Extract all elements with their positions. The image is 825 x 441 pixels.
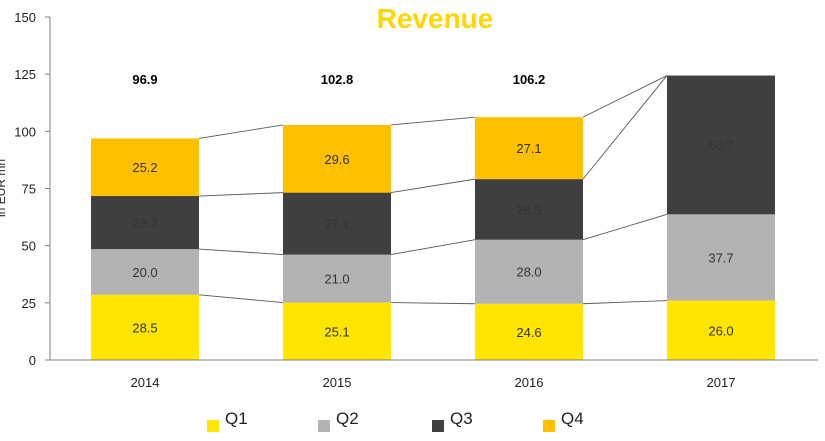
bar-segment-q4 — [91, 138, 199, 197]
y-tick-label: 75 — [22, 182, 36, 197]
x-tick-label: 2017 — [707, 375, 736, 390]
bar-segment-q4 — [475, 117, 583, 180]
data-label: 24.6 — [516, 325, 541, 340]
bar-segment-q3 — [91, 196, 199, 250]
labels-group: 28.5 20.0 23.2 25.2 96.9 2014 25.1 21.0 27.1 29.6… — [131, 72, 736, 390]
connector-line — [198, 124, 284, 139]
data-label: 29.6 — [324, 152, 349, 167]
connector-line — [390, 116, 476, 126]
y-tick-label: 25 — [22, 296, 36, 311]
y-axis-label: in EUR mn — [0, 159, 8, 217]
bar-segment-q3 — [667, 75, 775, 215]
data-label: 28.5 — [132, 320, 157, 335]
bar-segment-q1 — [283, 302, 391, 360]
connector-line — [390, 178, 476, 194]
bar-segment-q1 — [475, 303, 583, 360]
x-tick-label: 2014 — [131, 375, 160, 390]
bar-segment-q2 — [283, 254, 391, 303]
connector-line — [198, 294, 284, 304]
bar-segment-q3 — [475, 179, 583, 240]
total-label: 102.8 — [321, 72, 354, 87]
legend-label: Q1 — [225, 409, 248, 428]
data-label: 25.2 — [132, 160, 157, 175]
legend-label: Q4 — [561, 409, 584, 428]
y-tick-label: 125 — [14, 67, 36, 82]
data-label: 26.0 — [708, 323, 733, 338]
x-tick-label: 2015 — [323, 375, 352, 390]
x-tick-label: 2016 — [515, 375, 544, 390]
data-label: 26.5 — [516, 202, 541, 217]
connector-line — [198, 192, 284, 197]
bar-segment-q2 — [91, 249, 199, 295]
legend-swatch-q1 — [207, 420, 219, 432]
y-tick-label: 50 — [22, 239, 36, 254]
bar-segment-q2 — [475, 239, 583, 304]
connector-line — [582, 75, 668, 180]
legend: Q1 Q2 Q3 Q4 — [207, 409, 584, 432]
connector-line — [390, 302, 476, 305]
axes-group: 0 25 50 75 100 125 150 — [14, 10, 818, 368]
bar-segment-q1 — [667, 300, 775, 360]
y-tick-label: 100 — [14, 124, 36, 139]
data-label: 60.7 — [708, 138, 733, 153]
connector-lines — [198, 75, 668, 305]
data-label: 23.2 — [132, 216, 157, 231]
y-tick-label: 0 — [29, 353, 36, 368]
connector-line — [198, 248, 284, 256]
legend-swatch-q3 — [432, 420, 444, 432]
data-label: 28.0 — [516, 265, 541, 280]
data-label: 27.1 — [324, 217, 349, 232]
bar-segment-q2 — [667, 214, 775, 301]
data-label: 37.7 — [708, 250, 733, 265]
bar-segment-q1 — [91, 294, 199, 360]
total-label: 96.9 — [132, 72, 157, 87]
chart-title: Revenue — [377, 3, 494, 34]
data-label: 25.1 — [324, 324, 349, 339]
connector-line — [582, 75, 668, 118]
connector-line — [390, 239, 476, 256]
data-label: 27.1 — [516, 141, 541, 156]
bar-segment-q4 — [283, 124, 391, 193]
connector-line — [582, 213, 668, 241]
y-tick-label: 150 — [14, 10, 36, 25]
connector-line — [582, 300, 668, 305]
total-label: 106.2 — [513, 72, 546, 87]
data-label: 21.0 — [324, 272, 349, 287]
legend-label: Q2 — [336, 409, 359, 428]
legend-swatch-q2 — [318, 420, 330, 432]
bar-segment-q3 — [283, 192, 391, 255]
legend-swatch-q4 — [543, 420, 555, 432]
data-label: 20.0 — [132, 265, 157, 280]
bars-group — [91, 75, 775, 360]
legend-label: Q3 — [450, 409, 473, 428]
